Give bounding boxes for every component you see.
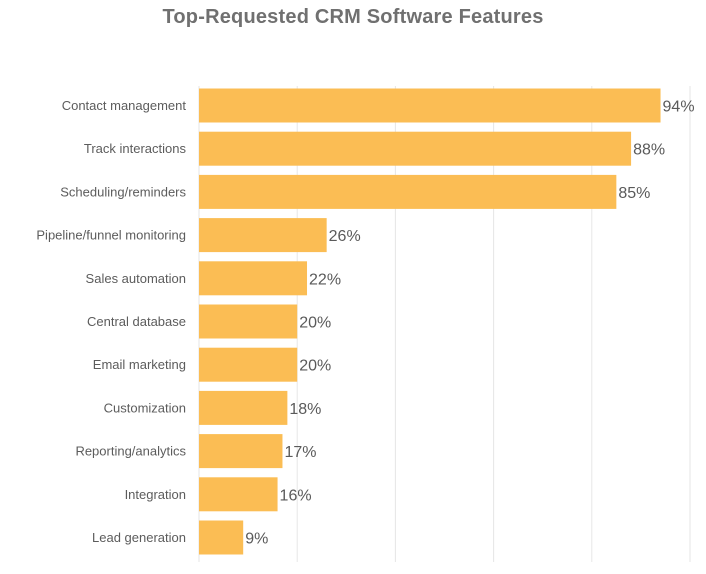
- bar: [199, 131, 632, 166]
- value-label: 9%: [245, 531, 268, 548]
- category-label: Reporting/analytics: [75, 444, 186, 459]
- category-label: Central database: [87, 314, 186, 329]
- value-label: 20%: [299, 358, 331, 375]
- value-label: 26%: [329, 228, 361, 245]
- bar: [199, 304, 298, 339]
- category-label: Scheduling/reminders: [60, 184, 186, 199]
- category-label: Customization: [104, 400, 186, 415]
- bar: [199, 520, 244, 555]
- value-label: 94%: [663, 99, 695, 116]
- chart-title: Top-Requested CRM Software Features: [162, 6, 544, 28]
- value-label: 17%: [284, 444, 316, 461]
- bar: [199, 347, 298, 382]
- bar: [199, 477, 278, 512]
- value-label: 22%: [309, 271, 341, 288]
- category-label: Pipeline/funnel monitoring: [36, 228, 186, 243]
- category-label: Integration: [125, 487, 186, 502]
- category-label: Lead generation: [92, 530, 186, 545]
- bar: [199, 434, 283, 469]
- bar: [199, 261, 308, 296]
- value-label: 20%: [299, 315, 331, 332]
- value-label: 88%: [633, 142, 665, 159]
- category-label: Sales automation: [86, 271, 186, 286]
- bar: [199, 174, 617, 209]
- value-label: 16%: [280, 487, 312, 504]
- value-label: 85%: [618, 185, 650, 202]
- value-label: 18%: [289, 401, 321, 418]
- category-label: Track interactions: [84, 141, 187, 156]
- bar: [199, 88, 661, 123]
- category-label: Contact management: [62, 98, 187, 113]
- bar: [199, 218, 327, 253]
- category-label: Email marketing: [93, 357, 186, 372]
- bar: [199, 390, 288, 425]
